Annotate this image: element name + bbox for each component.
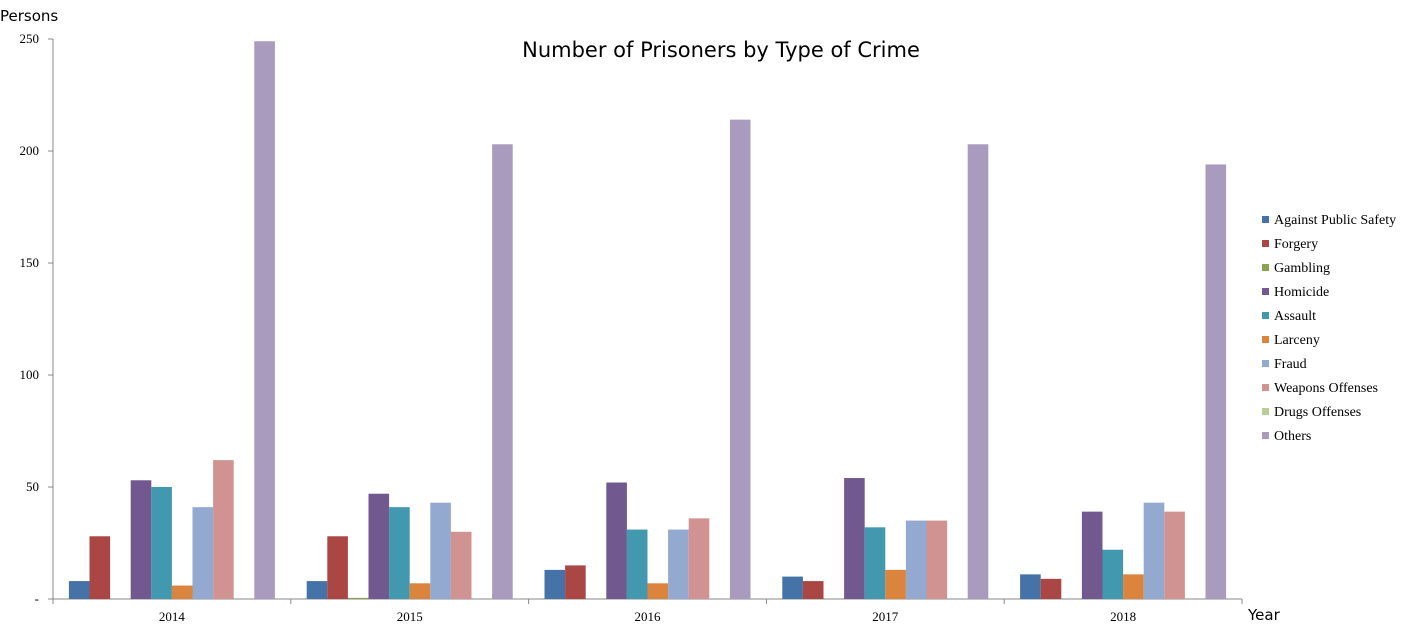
bar-forgery-2018 — [1040, 578, 1062, 599]
y-tick-label: 250 — [20, 31, 40, 46]
y-tick-label: 150 — [20, 255, 40, 270]
legend-swatch — [1262, 312, 1269, 319]
legend-label: Forgery — [1274, 237, 1318, 252]
bar-fraud-2016 — [668, 529, 689, 599]
bar-fraud-2014 — [192, 507, 214, 599]
bar-others-2017 — [967, 144, 989, 599]
legend-label: Gambling — [1274, 261, 1330, 276]
bar-weapons-offenses-2017 — [926, 520, 948, 599]
x-tick-label: 2015 — [397, 609, 423, 624]
bar-weapons-offenses-2018 — [1164, 511, 1185, 599]
bar-fraud-2015 — [430, 502, 451, 599]
y-axis-label: Persons — [0, 7, 58, 25]
bar-weapons-offenses-2016 — [688, 518, 710, 599]
legend-label: Homicide — [1274, 285, 1329, 300]
bar-weapons-offenses-2014 — [213, 460, 234, 599]
legend-label: Fraud — [1274, 357, 1307, 372]
legend-swatch — [1262, 408, 1269, 415]
bar-fraud-2018 — [1143, 502, 1165, 599]
bar-gambling-2015 — [347, 597, 369, 599]
legend-swatch — [1262, 240, 1269, 247]
bar-assault-2015 — [389, 507, 410, 599]
x-tick-label: 2014 — [159, 609, 186, 624]
bar-fraud-2017 — [905, 520, 927, 599]
x-axis-label: Year — [1247, 606, 1281, 624]
bar-assault-2014 — [151, 487, 172, 599]
legend-label: Larceny — [1274, 333, 1320, 348]
bar-against-public-safety-2015 — [306, 581, 328, 599]
bar-larceny-2016 — [647, 583, 669, 599]
bar-larceny-2015 — [409, 583, 431, 599]
bar-forgery-2015 — [327, 536, 348, 599]
legend-label: Drugs Offenses — [1274, 405, 1361, 420]
bar-forgery-2016 — [565, 565, 586, 599]
legend-swatch — [1262, 360, 1269, 367]
y-tick-label: 100 — [20, 367, 40, 382]
bar-weapons-offenses-2015 — [450, 531, 472, 599]
bar-homicide-2018 — [1081, 511, 1103, 599]
legend-label: Others — [1274, 429, 1311, 444]
legend-swatch — [1262, 216, 1269, 223]
bar-forgery-2014 — [89, 536, 111, 599]
bar-assault-2017 — [864, 527, 886, 599]
legend-swatch — [1262, 288, 1269, 295]
x-tick-label: 2016 — [635, 609, 662, 624]
bars — [68, 41, 1227, 600]
bar-against-public-safety-2017 — [782, 576, 803, 599]
bar-others-2018 — [1205, 164, 1227, 599]
x-tick-label: 2017 — [872, 609, 899, 624]
bar-larceny-2017 — [885, 569, 906, 599]
bar-homicide-2015 — [368, 493, 390, 599]
legend-swatch — [1262, 336, 1269, 343]
bar-others-2016 — [729, 119, 751, 599]
bar-assault-2018 — [1102, 549, 1124, 599]
bar-against-public-safety-2016 — [544, 569, 566, 599]
bar-others-2015 — [492, 144, 513, 599]
bar-larceny-2014 — [171, 585, 193, 599]
chart-title: Number of Prisoners by Type of Crime — [522, 38, 920, 62]
bar-others-2014 — [254, 41, 275, 600]
x-tick-label: 2018 — [1110, 609, 1136, 624]
bar-homicide-2014 — [130, 480, 152, 599]
y-tick-label: 200 — [20, 143, 40, 158]
legend-swatch — [1262, 384, 1269, 391]
legend: Against Public Safety Forgery Gambling Homi… — [1262, 213, 1396, 444]
bar-assault-2016 — [626, 529, 648, 599]
y-tick-label: - — [35, 591, 39, 606]
legend-swatch — [1262, 264, 1269, 271]
legend-swatch — [1262, 432, 1269, 439]
bar-against-public-safety-2014 — [68, 581, 90, 599]
legend-label: Against Public Safety — [1274, 213, 1396, 228]
legend-label: Assault — [1274, 309, 1316, 324]
y-tick-label: 50 — [26, 479, 39, 494]
bar-homicide-2017 — [844, 478, 865, 599]
bar-forgery-2017 — [802, 581, 824, 599]
legend-label: Weapons Offenses — [1274, 381, 1378, 396]
x-tick-labels: 2014 2015 2016 2017 2018 — [52, 599, 1243, 624]
bar-against-public-safety-2018 — [1020, 574, 1041, 599]
bar-larceny-2018 — [1123, 574, 1144, 599]
bar-homicide-2016 — [606, 482, 627, 599]
y-tick-labels: - 50 100 150 200 250 — [20, 31, 53, 606]
